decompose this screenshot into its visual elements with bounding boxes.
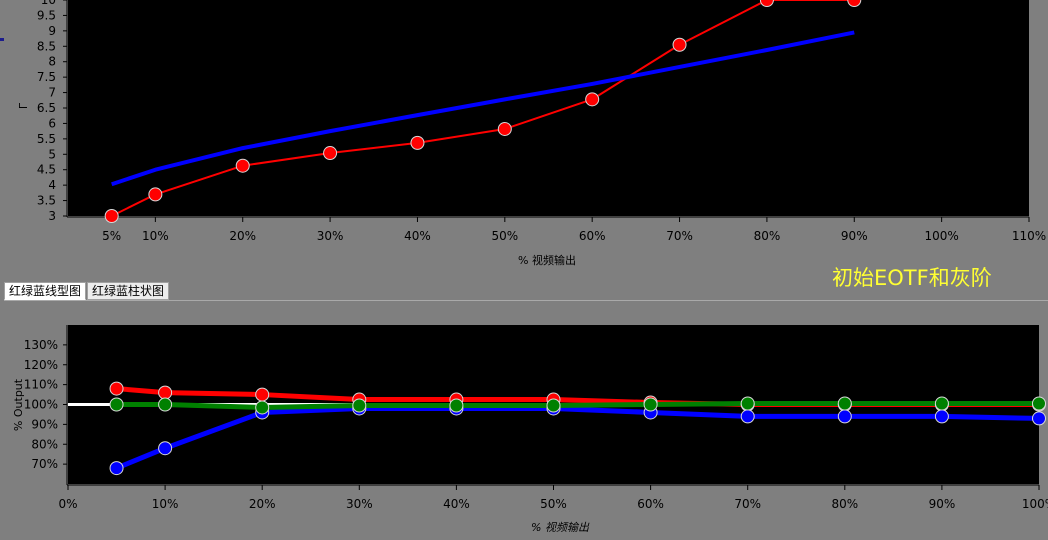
gamma-chart-y-tick-label: 8.5 bbox=[37, 39, 56, 53]
gamma-chart-series-0-point bbox=[410, 135, 425, 150]
tab-strip-divider bbox=[4, 300, 1048, 301]
rgb-balance-chart-y-tick-label: 100% bbox=[24, 398, 58, 412]
rgb-balance-chart-y-tick-label: 70% bbox=[31, 457, 58, 471]
chart-tab-strip: 红绿蓝线型图 红绿蓝柱状图 bbox=[4, 282, 170, 300]
gamma-chart-series-0-point bbox=[847, 0, 862, 7]
rgb-balance-chart-series-1-point bbox=[1032, 411, 1046, 426]
rgb-balance-chart-x-tick-label: 10% bbox=[152, 497, 179, 511]
gamma-chart-series-0-point bbox=[104, 209, 119, 223]
gamma-chart-y-tick-label: 4.5 bbox=[37, 163, 56, 177]
rgb-balance-chart-series-0-point bbox=[255, 387, 270, 402]
gamma-chart-series-1-line bbox=[111, 30, 855, 187]
tab-rgb-line-chart[interactable]: 红绿蓝线型图 bbox=[4, 282, 87, 300]
gamma-chart-y-tick-label: 9 bbox=[48, 24, 56, 38]
rgb-balance-chart-series-1-point bbox=[740, 409, 755, 424]
gamma-chart-y-axis-title: Γ bbox=[17, 102, 30, 109]
gamma-chart-y-tick-label: 5 bbox=[48, 147, 56, 161]
rgb-balance-chart-series-2-point bbox=[1032, 396, 1046, 411]
gamma-chart-y-tick-label: 6.5 bbox=[37, 101, 56, 115]
gamma-chart-x-tick-label: 60% bbox=[579, 229, 606, 243]
gamma-chart-y-tick-label: 7 bbox=[48, 86, 56, 100]
rgb-balance-chart-series-2-point bbox=[643, 397, 658, 412]
gamma-chart-series-0-point bbox=[497, 121, 512, 136]
rgb-balance-chart-x-tick-label: 40% bbox=[443, 497, 470, 511]
gamma-chart-y-tick-label: 7.5 bbox=[37, 70, 56, 84]
rgb-balance-chart-x-tick-label: 50% bbox=[540, 497, 567, 511]
gamma-chart-x-tick-label: 30% bbox=[317, 229, 344, 243]
gamma-chart-x-tick-label: 80% bbox=[754, 229, 781, 243]
gamma-chart-series-0-point bbox=[672, 37, 687, 52]
gamma-chart-x-tick-label: 20% bbox=[229, 229, 256, 243]
gamma-chart-series-0-point bbox=[585, 92, 600, 107]
gamma-chart-plot-area bbox=[68, 0, 1029, 216]
gamma-chart-series-0-line bbox=[111, 0, 855, 217]
rgb-balance-chart-series-2-point bbox=[158, 397, 173, 412]
gamma-chart-series-0-point bbox=[759, 0, 774, 7]
rgb-balance-chart-series-2-point bbox=[740, 396, 755, 411]
rgb-balance-chart-series-0-point bbox=[158, 385, 173, 400]
rgb-balance-chart-x-tick-label: 80% bbox=[831, 497, 858, 511]
rgb-balance-chart-x-tick-label: 20% bbox=[249, 497, 276, 511]
rgb-balance-chart-y-tick-label: 90% bbox=[31, 417, 58, 431]
rgb-balance-chart-y-tick-label: 130% bbox=[24, 338, 58, 352]
tab-rgb-bar-chart[interactable]: 红绿蓝柱状图 bbox=[87, 282, 170, 300]
gamma-chart-y-tick-label: 3.5 bbox=[37, 194, 56, 208]
rgb-balance-chart-series-0-point bbox=[109, 381, 124, 396]
gamma-chart-y-tick-label: 4 bbox=[48, 178, 56, 192]
rgb-balance-chart-x-tick-label: 60% bbox=[637, 497, 664, 511]
rgb-balance-chart-series-2-point bbox=[546, 398, 561, 413]
rgb-balance-chart-series-2-point bbox=[934, 396, 949, 411]
gamma-chart-x-tick-label: 90% bbox=[841, 229, 868, 243]
gamma-chart-x-tick-label: 110% bbox=[1012, 229, 1046, 243]
gamma-chart-y-tick-label: 6 bbox=[48, 116, 56, 130]
gamma-chart-x-tick-label: 100% bbox=[924, 229, 958, 243]
gamma-chart-x-tick-label: 5% bbox=[102, 229, 121, 243]
rgb-balance-chart-series-2-point bbox=[109, 397, 124, 412]
gamma-chart-y-tick-label: 8 bbox=[48, 55, 56, 69]
gamma-chart-y-tick-label: 5.5 bbox=[37, 132, 56, 146]
rgb-balance-chart-series-2-point bbox=[255, 400, 270, 415]
rgb-balance-chart-series-1-point bbox=[109, 461, 124, 476]
gamma-chart-y-tick-label: 10 bbox=[41, 0, 56, 7]
rgb-balance-chart-y-tick-label: 110% bbox=[24, 378, 58, 392]
gamma-chart-y-tick-label: 9.5 bbox=[37, 8, 56, 22]
window-edge-mark bbox=[0, 38, 4, 41]
gamma-chart-series-0-point bbox=[235, 158, 250, 173]
gamma-chart-x-tick-label: 10% bbox=[142, 229, 169, 243]
rgb-balance-chart-y-axis-title: % Output bbox=[12, 378, 25, 431]
rgb-balance-chart-series-1-point bbox=[934, 409, 949, 424]
gamma-chart-y-tick-label: 3 bbox=[48, 209, 56, 223]
rgb-balance-chart-x-tick-label: 0% bbox=[58, 497, 77, 511]
rgb-balance-chart-series-2-point bbox=[837, 396, 852, 411]
rgb-balance-chart-series-2-point bbox=[352, 398, 367, 413]
rgb-balance-chart-x-tick-label: 70% bbox=[734, 497, 761, 511]
overlay-title: 初始EOTF和灰阶 bbox=[832, 266, 992, 290]
gamma-chart-x-tick-label: 40% bbox=[404, 229, 431, 243]
rgb-balance-chart-y-tick-label: 80% bbox=[31, 437, 58, 451]
rgb-balance-chart-series-1-point bbox=[837, 409, 852, 424]
rgb-balance-chart-series-1-point bbox=[158, 441, 173, 456]
gamma-chart-x-tick-label: 70% bbox=[666, 229, 693, 243]
rgb-balance-chart-y-tick-label: 120% bbox=[24, 358, 58, 372]
gamma-chart-series-0-point bbox=[323, 146, 338, 161]
gamma-chart-x-axis-title: % 视频输出 bbox=[518, 253, 576, 267]
gamma-chart-x-tick-label: 50% bbox=[491, 229, 518, 243]
rgb-balance-chart-series-2-point bbox=[449, 398, 464, 413]
rgb-balance-chart-x-tick-label: 90% bbox=[929, 497, 956, 511]
rgb-balance-chart-x-tick-label: 30% bbox=[346, 497, 373, 511]
rgb-balance-chart-x-tick-label: 100% bbox=[1022, 497, 1048, 511]
rgb-balance-chart-x-axis-title: % 视频输出 bbox=[531, 521, 590, 534]
gamma-chart-series-0-point bbox=[148, 187, 163, 202]
